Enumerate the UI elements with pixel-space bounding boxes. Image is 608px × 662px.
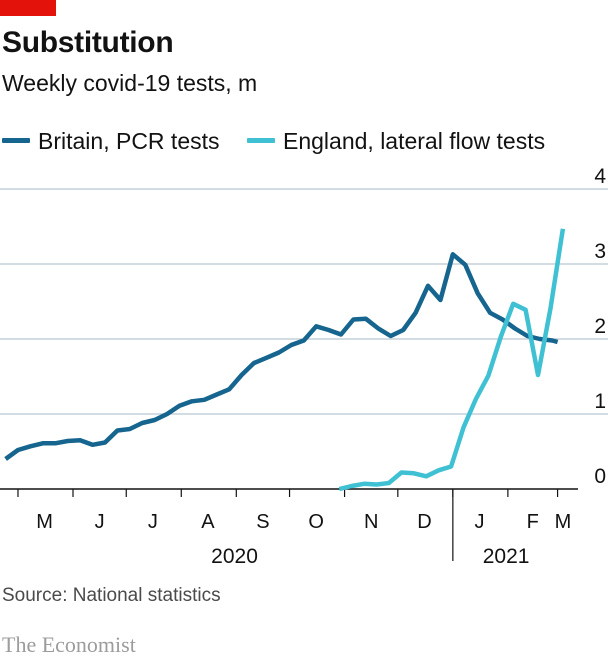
series-line-pcr: [4, 252, 559, 461]
legend-swatch-lateral-flow: [247, 138, 275, 144]
legend-item-lateral-flow: England, lateral flow tests: [247, 128, 545, 155]
y-tick-label: 2: [594, 315, 606, 338]
x-tick-label: J: [474, 511, 484, 533]
brand-logo: The Economist: [2, 632, 136, 657]
series-line-lateral-flow: [338, 228, 566, 492]
x-tick-label: M: [555, 511, 572, 533]
legend-swatch-pcr: [2, 138, 30, 144]
x-tick-label: N: [364, 511, 378, 533]
chart-subtitle: Weekly covid-19 tests, m: [2, 70, 258, 96]
x-tick-label: A: [201, 511, 215, 533]
legend-label-pcr: Britain, PCR tests: [38, 128, 220, 154]
year-label: 2021: [483, 545, 530, 568]
brand-tag: [0, 0, 56, 16]
x-tick-label: F: [527, 511, 539, 533]
legend-item-pcr: Britain, PCR tests: [2, 128, 220, 155]
x-tick-label: J: [148, 511, 158, 533]
chart-title: Substitution: [2, 26, 174, 59]
x-tick-label: S: [256, 511, 269, 533]
y-tick-label: 4: [594, 165, 606, 188]
x-tick-label: M: [36, 511, 53, 533]
y-tick-label: 3: [594, 240, 606, 263]
x-tick-label: O: [308, 511, 324, 533]
x-tick-label: J: [95, 511, 105, 533]
y-tick-label: 1: [594, 390, 606, 413]
year-label: 2020: [211, 545, 258, 568]
legend-label-lateral-flow: England, lateral flow tests: [283, 128, 546, 154]
x-tick-label: D: [417, 511, 431, 533]
source-note: Source: National statistics: [2, 585, 221, 606]
y-tick-label: 0: [594, 465, 606, 488]
